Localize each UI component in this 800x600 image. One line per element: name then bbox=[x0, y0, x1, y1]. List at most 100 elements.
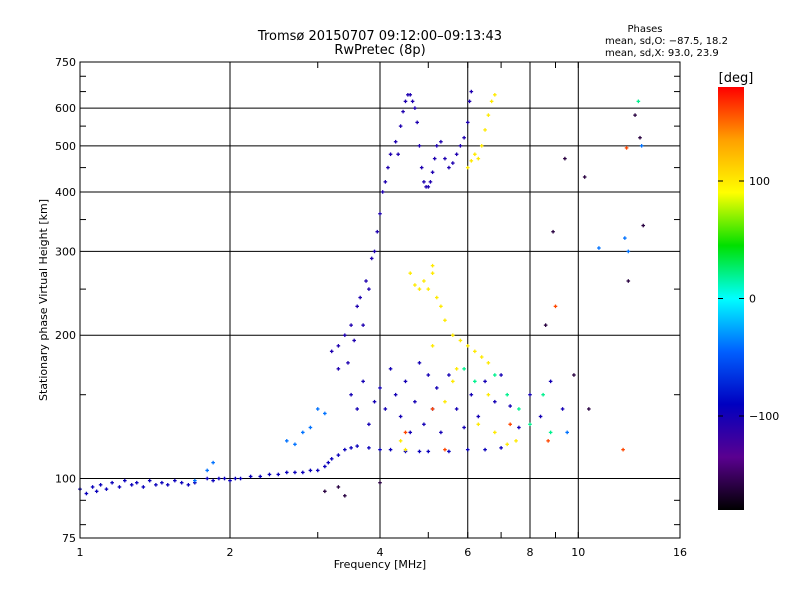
chart-subtitle: RwPretec (8p) bbox=[334, 43, 425, 58]
data-point bbox=[582, 175, 587, 179]
data-point bbox=[301, 470, 305, 475]
data-point bbox=[419, 165, 424, 170]
data-point bbox=[428, 180, 433, 184]
data-point bbox=[473, 379, 477, 384]
data-point bbox=[336, 453, 341, 457]
stats-line-o: mean, sd,O: −87.5, 18.2 bbox=[605, 36, 728, 47]
data-point bbox=[626, 249, 631, 254]
data-point bbox=[403, 379, 408, 384]
data-point bbox=[228, 478, 232, 483]
chart-title: Tromsø 20150707 09:12:00–09:13:43 bbox=[257, 29, 502, 44]
data-point bbox=[398, 124, 403, 128]
data-point bbox=[408, 430, 413, 435]
data-point bbox=[308, 425, 313, 430]
data-point bbox=[465, 447, 470, 452]
data-point bbox=[323, 464, 327, 469]
data-point bbox=[451, 379, 455, 384]
data-point bbox=[476, 422, 481, 427]
data-point bbox=[349, 392, 353, 397]
data-point bbox=[572, 373, 576, 377]
data-point bbox=[465, 120, 470, 125]
data-point bbox=[517, 425, 521, 430]
data-point bbox=[205, 468, 209, 473]
data-point bbox=[447, 373, 451, 377]
data-point bbox=[326, 460, 331, 465]
data-point bbox=[343, 493, 347, 498]
data-point bbox=[626, 279, 631, 283]
data-point bbox=[383, 180, 388, 184]
data-point bbox=[343, 333, 347, 338]
data-point bbox=[217, 476, 221, 481]
data-point bbox=[434, 295, 439, 300]
data-point bbox=[355, 407, 359, 411]
data-point bbox=[422, 180, 426, 184]
data-point bbox=[367, 287, 371, 291]
data-point bbox=[367, 422, 371, 427]
colorbar-tick-label: 0 bbox=[749, 293, 756, 306]
data-point bbox=[293, 470, 297, 475]
data-point bbox=[352, 338, 356, 343]
data-point bbox=[443, 318, 447, 323]
y-axis-label: Stationary phase Virtual Height [km] bbox=[37, 199, 50, 401]
y-tick-label: 100 bbox=[55, 473, 76, 486]
data-point bbox=[476, 156, 481, 161]
data-point bbox=[355, 304, 359, 309]
y-tick-label: 75 bbox=[62, 532, 76, 545]
x-tick-label: 10 bbox=[571, 546, 585, 559]
colorbar-tick-label: −100 bbox=[749, 410, 779, 423]
data-point bbox=[483, 447, 487, 452]
colorbar: [deg] 100 0 −100 bbox=[718, 71, 779, 510]
data-point bbox=[398, 439, 403, 443]
data-point bbox=[451, 161, 455, 165]
data-point bbox=[458, 144, 463, 148]
data-point bbox=[349, 323, 353, 327]
data-point bbox=[388, 447, 393, 452]
data-point bbox=[505, 392, 509, 397]
data-point bbox=[84, 491, 89, 496]
data-point bbox=[211, 478, 215, 483]
data-point bbox=[454, 367, 459, 371]
data-point bbox=[447, 165, 451, 170]
data-point bbox=[486, 392, 491, 397]
data-point bbox=[479, 144, 484, 148]
data-point bbox=[375, 229, 380, 234]
data-point bbox=[343, 447, 347, 452]
axis-ticks: 1 2 4 6 8 10 16 75 100 200 300 400 500 600 750 bbox=[55, 56, 687, 559]
y-tick-label: 300 bbox=[55, 245, 76, 258]
data-point bbox=[483, 379, 487, 384]
data-point bbox=[301, 430, 305, 435]
stats-heading: Phases bbox=[627, 24, 662, 35]
data-point bbox=[398, 414, 403, 419]
data-point bbox=[378, 447, 382, 452]
data-point bbox=[355, 444, 359, 448]
data-point bbox=[422, 422, 426, 427]
data-point bbox=[258, 474, 263, 479]
data-point bbox=[434, 144, 439, 148]
data-point bbox=[462, 367, 466, 371]
data-point bbox=[222, 476, 227, 481]
data-point bbox=[493, 399, 497, 404]
data-point bbox=[469, 392, 474, 397]
data-point bbox=[430, 271, 435, 275]
data-point bbox=[508, 404, 512, 408]
data-point bbox=[483, 128, 487, 132]
data-point bbox=[621, 447, 625, 452]
data-point bbox=[473, 349, 477, 354]
data-point bbox=[205, 476, 209, 481]
data-point bbox=[434, 386, 439, 390]
grid-lines bbox=[80, 62, 680, 538]
data-point bbox=[393, 139, 398, 144]
data-point bbox=[110, 480, 114, 485]
data-point bbox=[638, 135, 642, 140]
data-point bbox=[173, 478, 177, 483]
data-point bbox=[430, 263, 435, 268]
data-point bbox=[415, 120, 419, 125]
data-point bbox=[160, 480, 164, 485]
data-point bbox=[104, 487, 109, 491]
data-point bbox=[396, 152, 400, 157]
data-point bbox=[233, 476, 238, 481]
data-point bbox=[454, 407, 459, 411]
data-point bbox=[417, 449, 422, 454]
data-point bbox=[386, 165, 390, 170]
data-point bbox=[641, 223, 646, 228]
